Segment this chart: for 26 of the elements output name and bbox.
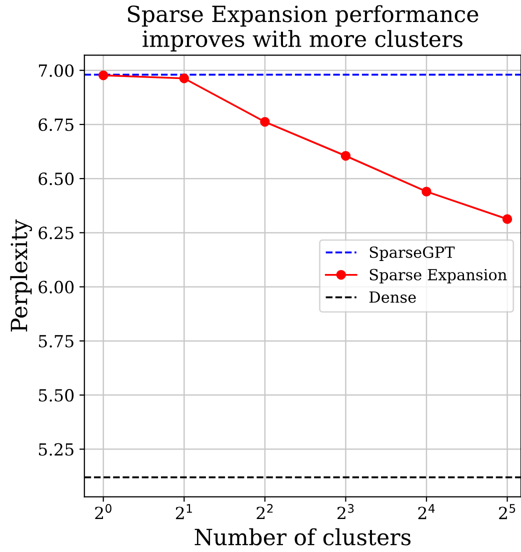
point [260,117,270,127]
y-axis-title: Perplexity [10,219,32,332]
x-tick-label: 2$^{3}$ [338,504,354,520]
chart-title: Sparse Expansion performance improves with more clusters [128,5,478,52]
point [179,74,189,84]
legend-label: SparseGPT [370,246,455,261]
y-tick-label: 5.25 [38,443,74,456]
x-tick-label: 2$^{4}$ [418,504,435,520]
point [340,150,351,161]
y-tick-label: 6.00 [38,280,74,294]
point [422,186,432,196]
x-tick-label: 2$^{1}$ [176,504,192,520]
y-tick-label: 6.25 [38,226,74,240]
y-tick-label: 5.75 [38,335,74,348]
x-axis-title: Number of clusters [194,528,411,546]
legend-label: Dense [369,292,416,303]
x-tick-label: 2$^{2}$ [256,504,273,520]
y-tick-label: 6.75 [38,118,74,132]
x-tick-label: 2$^{0}$ [95,504,112,520]
point [502,214,512,224]
point [98,70,108,80]
x-tick-label: 2$^{5}$ [499,504,516,520]
legend-label: Sparse Expansion [370,268,507,284]
y-tick-label: 6.50 [38,172,74,186]
y-tick-label: 7.00 [38,64,74,77]
y-tick-label: 5.50 [38,389,74,402]
